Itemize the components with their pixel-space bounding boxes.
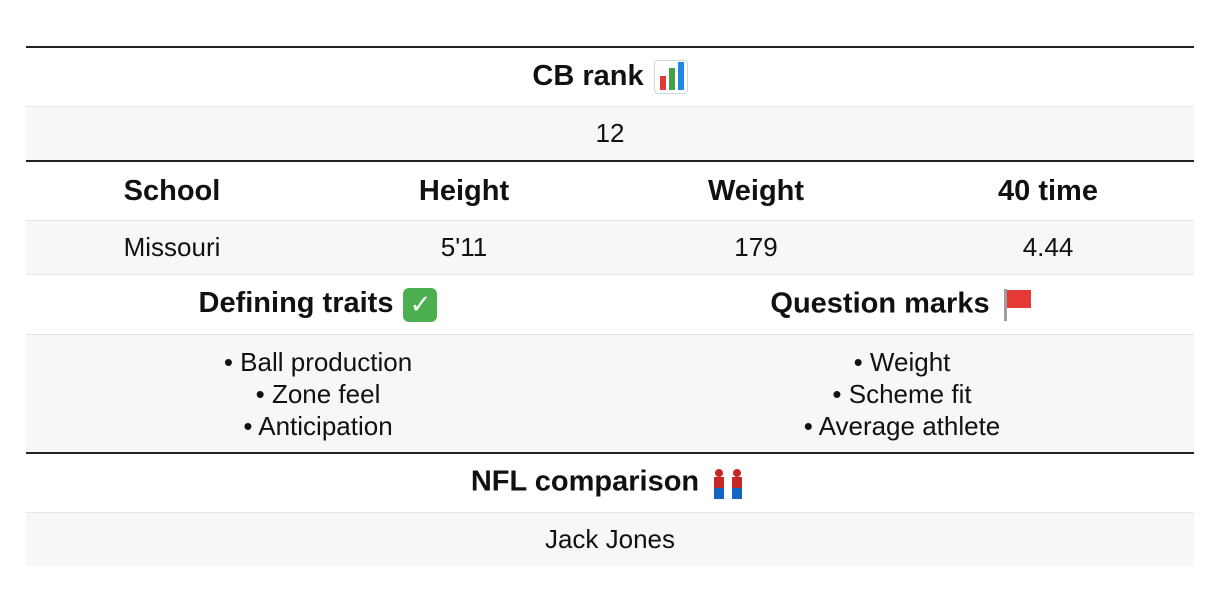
defining-traits-label: Defining traits	[198, 287, 394, 320]
question-marks-label: Question marks	[770, 287, 990, 320]
check-mark-icon: ✓	[403, 287, 438, 322]
rank-value-row: 12	[26, 106, 1194, 160]
rank-header-row: CB rank	[26, 46, 1194, 106]
bar-chart-icon	[653, 60, 688, 95]
comparison-header-row: NFL comparison	[26, 452, 1194, 512]
rank-value: 12	[595, 118, 625, 148]
list-item: • Scheme fit	[832, 378, 972, 409]
list-item: • Zone feel	[255, 378, 381, 409]
comparison-header: NFL comparison	[26, 465, 1194, 501]
comparison-value-row: Jack Jones	[26, 512, 1194, 566]
defining-traits-list: • Ball production • Zone feel • Anticipa…	[26, 346, 610, 442]
weight-value: 179	[734, 232, 778, 262]
forty-time-header: 40 time	[998, 174, 1098, 207]
prospect-card: CB rank 12 School Height Weight 40 time …	[26, 46, 1194, 566]
stats-value-row: Missouri 5'11 179 4.44	[26, 220, 1194, 274]
fighting-people-icon	[709, 465, 749, 501]
red-flag-icon	[1000, 287, 1034, 323]
list-item: • Weight	[853, 346, 951, 377]
weight-header: Weight	[707, 174, 805, 207]
list-item: • Ball production	[223, 346, 413, 377]
question-marks-list: • Weight • Scheme fit • Average athlete	[610, 346, 1194, 442]
school-value: Missouri	[123, 232, 221, 262]
list-item: • Average athlete	[803, 410, 1001, 441]
defining-traits-header: Defining traits ✓	[26, 287, 610, 322]
height-value: 5'11	[440, 232, 488, 262]
stats-header-row: School Height Weight 40 time	[26, 160, 1194, 220]
forty-time-value: 4.44	[1022, 232, 1074, 262]
school-header: School	[123, 174, 221, 207]
rank-label: CB rank	[532, 59, 644, 92]
comparison-label: NFL comparison	[470, 465, 700, 498]
comparison-value: Jack Jones	[544, 524, 676, 554]
list-item: • Anticipation	[243, 410, 393, 441]
traits-value-row: • Ball production • Zone feel • Anticipa…	[26, 334, 1194, 452]
question-marks-header: Question marks	[610, 287, 1194, 323]
rank-header: CB rank	[26, 59, 1194, 95]
traits-header-row: Defining traits ✓ Question marks	[26, 274, 1194, 334]
height-header: Height	[418, 174, 510, 207]
